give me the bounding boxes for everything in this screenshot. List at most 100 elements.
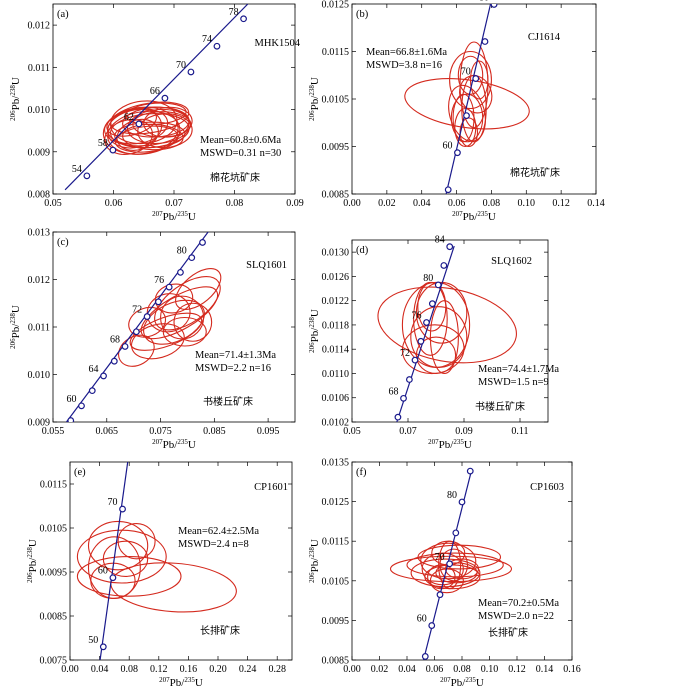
age-label: 60 [442,141,452,152]
age-marker [428,300,436,308]
x-tick-label: 0.06 [105,198,123,209]
age-marker [188,254,196,262]
x-tick-label: 0.06 [426,664,444,675]
mswd-value: MSWD=1.5 n=9 [478,377,549,388]
age-marker [452,529,460,537]
x-tick-label: 0.00 [343,198,361,209]
y-tick-label: 0.0125 [322,0,350,11]
x-tick-label: 0.065 [96,426,119,437]
x-axis-title: 207Pb/235U [152,438,196,451]
y-axis-title: 206Pb/238U [308,539,321,583]
error-ellipse [450,93,484,143]
deposit-name: 书楼丘矿床 [203,395,253,408]
x-tick-label: 0.075 [149,426,172,437]
age-marker [165,283,173,291]
age-marker [135,120,143,128]
age-label: 60 [67,394,77,405]
age-label: 70 [461,67,471,78]
plot-area [404,4,530,194]
y-axis-title: 206Pb/238U [308,309,321,353]
deposit-name: 书楼丘矿床 [475,400,525,413]
error-ellipse [415,336,457,375]
age-label: 70 [108,497,118,508]
age-marker [109,574,117,582]
x-tick-label: 0.055 [42,426,65,437]
concordia-curve [396,245,455,422]
age-marker [423,319,430,326]
plot-frame [351,239,549,423]
mswd-value: MSWD=2.2 n=16 [195,363,271,374]
age-label: 54 [72,164,82,175]
x-axis-title: 207Pb/235U [440,676,484,688]
age-label: 68 [389,386,399,397]
error-ellipse [76,556,182,597]
age-marker [132,328,140,336]
sample-name: SLQ1601 [246,260,287,271]
age-marker [417,337,425,345]
x-tick-label: 0.04 [91,664,109,675]
age-label: 80 [479,0,489,3]
error-ellipse [90,562,136,599]
concordia-curve [99,462,129,660]
x-tick-label: 0.05 [44,198,62,209]
age-label: 58 [98,138,108,149]
y-tick-label: 0.0075 [40,656,68,667]
x-tick-label: 0.11 [511,426,528,437]
x-tick-label: 0.04 [413,198,431,209]
y-tick-label: 0.009 [28,418,51,429]
age-marker [400,394,407,402]
y-tick-label: 0.0115 [322,537,349,548]
concordia-curve [445,4,492,194]
age-label: 78 [229,7,239,18]
age-marker [394,413,402,421]
y-tick-label: 0.0085 [322,656,350,667]
y-axis-title: 206Pb/238U [308,77,321,121]
error-ellipse [160,295,205,340]
error-ellipse [104,119,154,155]
age-marker [121,343,129,350]
y-tick-label: 0.013 [28,228,51,239]
age-label: 80 [423,273,433,284]
age-marker [458,498,466,506]
x-tick-label: 0.12 [552,198,570,209]
y-tick-label: 0.0106 [322,393,350,404]
x-tick-label: 0.12 [508,664,526,675]
age-marker [100,372,107,380]
panel-letter: (f) [356,467,367,478]
error-ellipse [457,55,484,95]
y-tick-label: 0.011 [28,63,50,74]
error-ellipse [102,540,149,577]
age-label: 80 [177,246,187,257]
y-axis-title: 206Pb/238U [9,305,22,349]
x-tick-label: 0.07 [399,426,417,437]
y-tick-label: 0.0125 [322,497,350,508]
age-marker [187,68,195,76]
x-tick-label: 0.02 [378,198,396,209]
age-marker [119,505,126,513]
y-tick-label: 0.0102 [322,418,350,429]
y-tick-label: 0.008 [28,190,51,201]
x-tick-label: 0.10 [481,664,499,675]
plot-area [76,462,237,660]
error-ellipse [114,125,179,153]
age-label: 66 [150,86,160,97]
y-tick-label: 0.0105 [322,576,350,587]
y-tick-label: 0.0126 [322,272,350,283]
mean-age: Mean=66.8±1.6Ma [366,47,447,58]
x-tick-label: 0.02 [371,664,389,675]
deposit-name: 长排矿床 [488,626,528,639]
x-tick-label: 0.05 [343,426,361,437]
x-tick-label: 0.09 [286,198,304,209]
y-tick-label: 0.0115 [40,480,67,491]
x-axis-title: 207Pb/235U [428,438,472,451]
error-ellipse [106,107,157,137]
sample-name: CP1603 [530,482,564,493]
x-axis-title: 207Pb/235U [152,210,196,223]
x-tick-label: 0.08 [483,198,501,209]
deposit-name: 棉花坑矿床 [510,166,560,179]
y-tick-label: 0.0095 [322,616,350,627]
age-marker [446,243,454,251]
age-marker [67,417,75,422]
age-label: 72 [400,348,410,359]
mswd-value: MSWD=2.4 n=8 [178,539,249,550]
